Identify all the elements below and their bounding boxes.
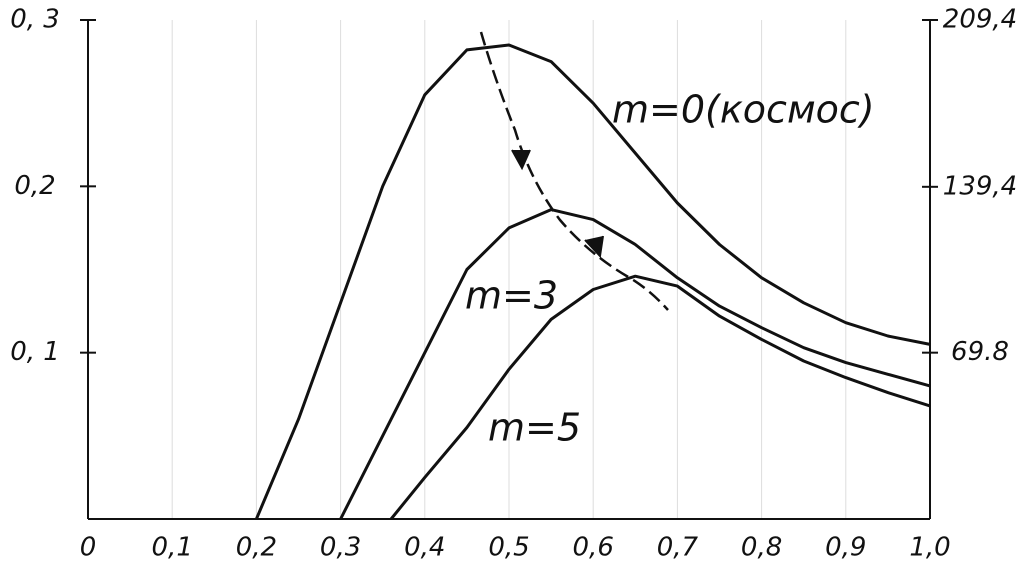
series-line — [255, 43, 931, 520]
y-tick-label: 0, 3 — [10, 5, 60, 35]
arrow-head — [584, 235, 604, 259]
y2-tick-label: 139,4 — [943, 171, 1017, 201]
x-tick-label: 0,4 — [404, 533, 445, 563]
x-tick-label: 0,1 — [152, 533, 193, 563]
x-tick-label: 0,8 — [741, 533, 782, 563]
arrow-head — [511, 149, 531, 171]
x-tick-label: 0 — [80, 533, 97, 563]
series-line — [339, 208, 931, 520]
y-tick-label: 0, 1 — [10, 337, 60, 367]
y2-tick-label: 209,4 — [943, 5, 1017, 35]
y2-tick-label: 69.8 — [951, 337, 1009, 367]
x-tick-label: 0,3 — [320, 533, 361, 563]
series-line — [389, 274, 931, 520]
x-tick-label: 0,5 — [488, 533, 529, 563]
maxima-locus — [479, 31, 669, 311]
series-label: m=5 — [488, 406, 581, 450]
series-label: m=3 — [465, 274, 558, 318]
x-tick-label: 0,7 — [657, 533, 699, 563]
series-label: m=0(космос) — [612, 88, 875, 132]
x-tick-label: 0,6 — [573, 533, 614, 563]
x-tick-label: 0,9 — [825, 533, 866, 563]
x-tick-label: 1,0 — [909, 533, 950, 563]
y-tick-label: 0,2 — [14, 171, 55, 201]
x-tick-label: 0,2 — [236, 533, 277, 563]
